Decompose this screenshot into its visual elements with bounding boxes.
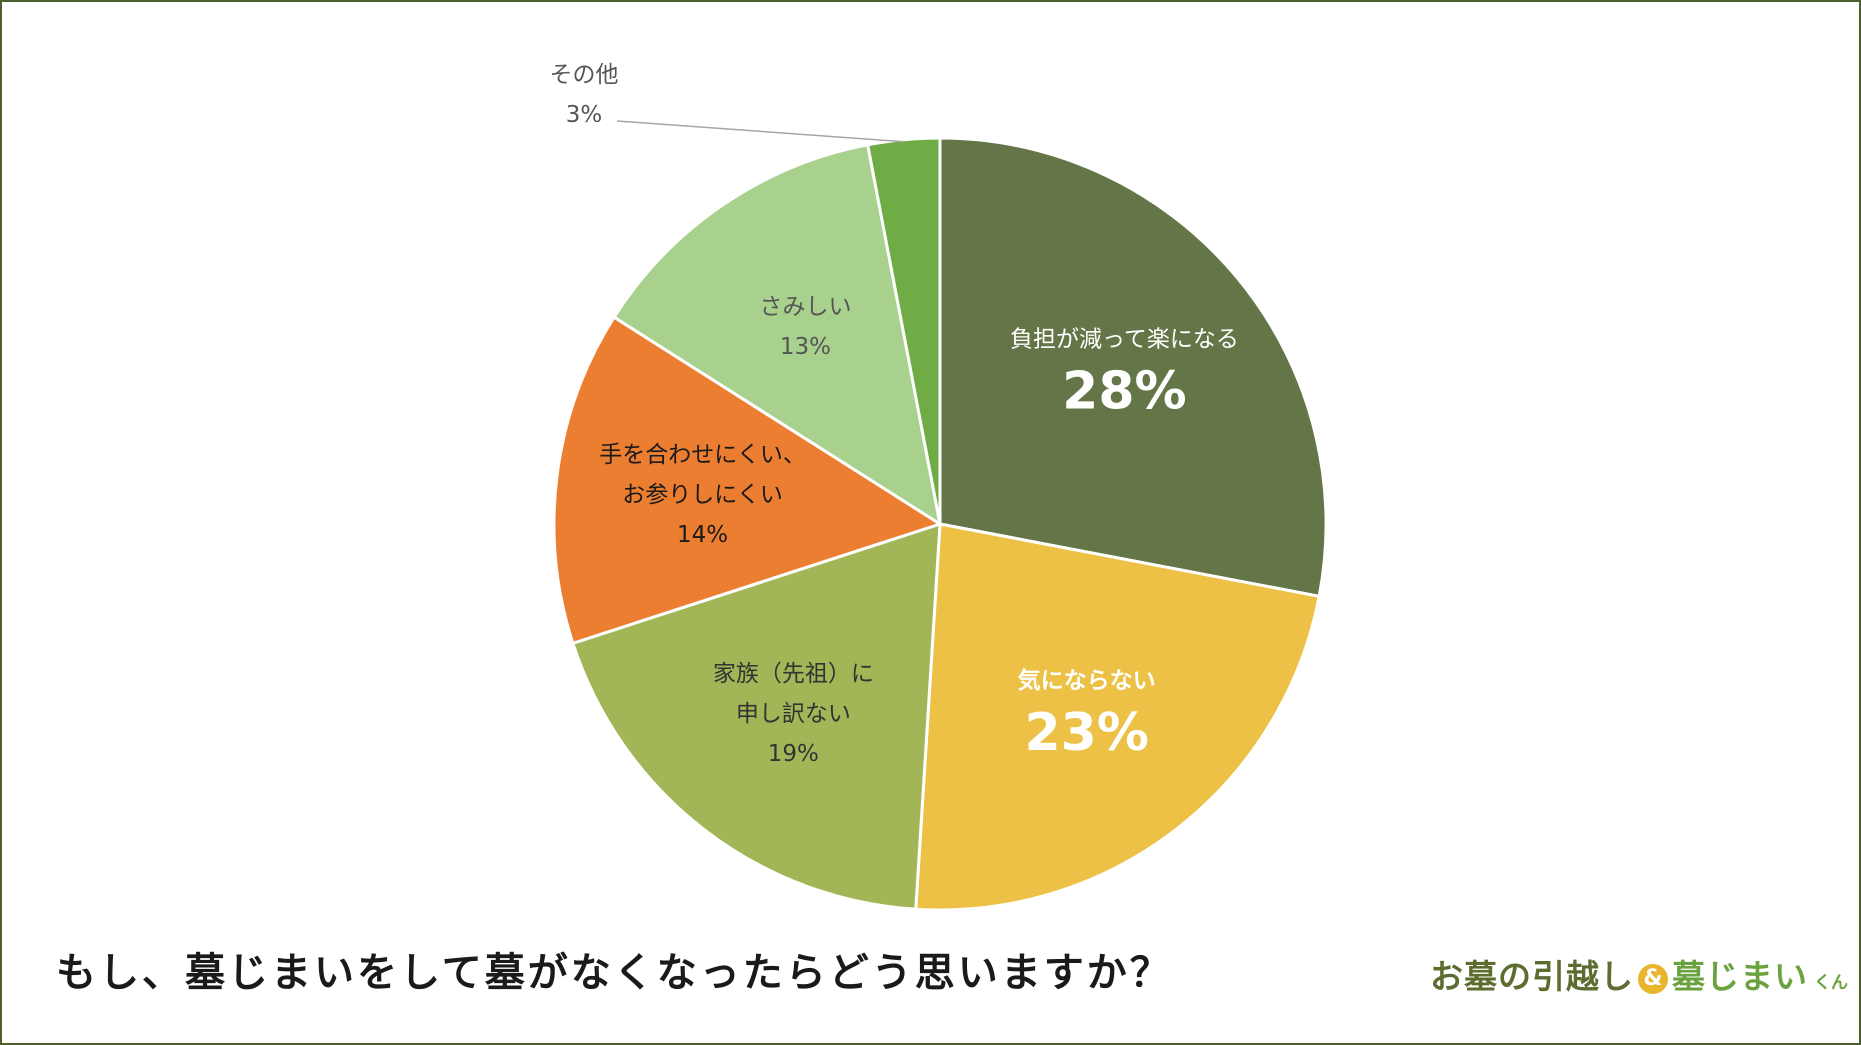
slice-label-4-line-2: お参りしにくい <box>622 482 783 508</box>
pie-slice-5 <box>612 143 943 528</box>
slice-label-3-line-2: 申し訳ない <box>736 701 851 727</box>
survey-question: もし、墓じまいをして墓がなくなったらどう思いますか？ <box>56 950 1173 996</box>
pie-slice-2 <box>914 522 1321 912</box>
slice-value-3: 19% <box>768 741 819 767</box>
slice-label-3-line-1: 家族（先祖）に <box>713 661 874 687</box>
slice-value-1: 28% <box>1062 361 1186 421</box>
logo-text-suffix: くん <box>1814 973 1848 993</box>
pie-slice-3 <box>571 521 942 911</box>
slice-value-4: 14% <box>677 522 728 548</box>
slice-value-6: 3% <box>566 102 603 128</box>
pie-slice-4 <box>552 315 944 646</box>
slice-label-5-line-1: さみしい <box>759 294 851 320</box>
logo-text-main: お墓の引越し <box>1430 957 1634 996</box>
brand-logo: お墓の引越し & 墓じまい くん <box>1430 950 1848 998</box>
slice-label-6-line-1: その他 <box>550 62 619 88</box>
leader-line-6 <box>616 120 904 143</box>
pie-slice-1 <box>938 136 1328 599</box>
slice-value-5: 13% <box>780 334 831 360</box>
slice-label-2-line-1: 気にならない <box>1018 667 1156 694</box>
slice-value-2: 23% <box>1024 703 1148 763</box>
slice-label-4-line-1: 手を合わせにくい、 <box>599 442 806 468</box>
slice-label-1-line-1: 負担が減って楽になる <box>1010 326 1239 352</box>
logo-ampersand: & <box>1638 964 1668 994</box>
logo-text-second: 墓じまい <box>1672 957 1808 996</box>
pie-slice-6 <box>865 136 942 525</box>
